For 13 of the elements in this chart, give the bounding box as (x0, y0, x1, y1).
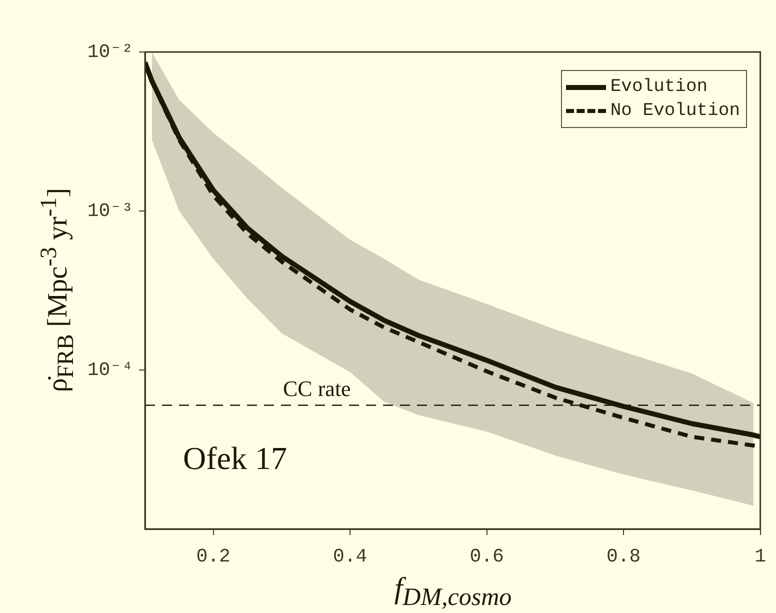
x-tick-label: 0.2 (196, 545, 230, 568)
y-tick-label: 10⁻⁴ (87, 359, 133, 382)
x-tick-label: 0.4 (332, 545, 368, 568)
ref-line-label: CC rate (283, 376, 351, 402)
y-tick-label: 10⁻³ (87, 200, 133, 222)
x-axis-title: f$_{DM,cosmo}$ (393, 572, 513, 612)
x-tick-label: 0.6 (470, 545, 504, 568)
x-tick-label: 0.8 (606, 545, 641, 568)
legend-label: Evolution (610, 77, 708, 97)
x-tick-label: 1 (754, 545, 766, 568)
legend-label: No Evolution (610, 101, 740, 121)
annotation: Ofek 17 (183, 440, 287, 476)
y-tick-label: 10⁻² (87, 41, 133, 64)
